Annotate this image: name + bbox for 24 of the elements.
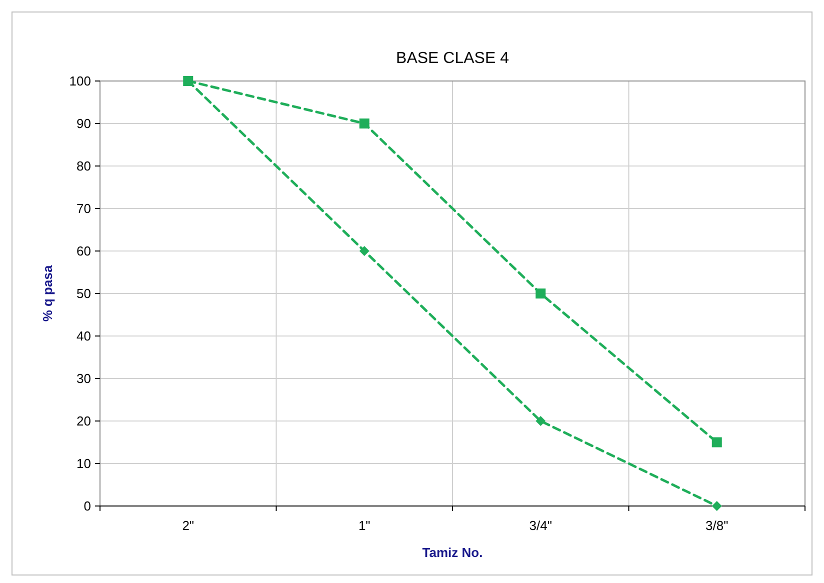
y-tick-label: 0: [84, 498, 91, 514]
point: [536, 288, 546, 298]
point: [359, 118, 370, 128]
chart-title: BASE CLASE 4: [396, 50, 510, 67]
point: [536, 416, 546, 426]
y-tick-label: 60: [76, 244, 91, 259]
y-axis-title: % q pasa: [40, 264, 55, 322]
x-tick-label: 2": [182, 518, 194, 533]
x-tick-label: 1": [358, 518, 371, 533]
y-tick-label: 90: [76, 116, 91, 132]
point: [712, 437, 722, 448]
x-axis-title: Tamiz No.: [422, 545, 483, 560]
y-tick-label: 40: [76, 328, 91, 344]
y-tick-label: 30: [76, 371, 91, 386]
point: [712, 501, 722, 511]
x-tick-label: 3/4": [529, 518, 552, 533]
y-tick-label: 70: [76, 201, 91, 216]
y-tick-label: 80: [76, 158, 91, 174]
y-tick-label: 100: [69, 74, 91, 89]
point: [359, 246, 370, 256]
x-tick-label: 3/8": [706, 518, 729, 533]
y-tick-label: 50: [76, 286, 91, 302]
y-tick-label: 20: [76, 414, 91, 429]
y-tick-label: 10: [76, 456, 91, 472]
